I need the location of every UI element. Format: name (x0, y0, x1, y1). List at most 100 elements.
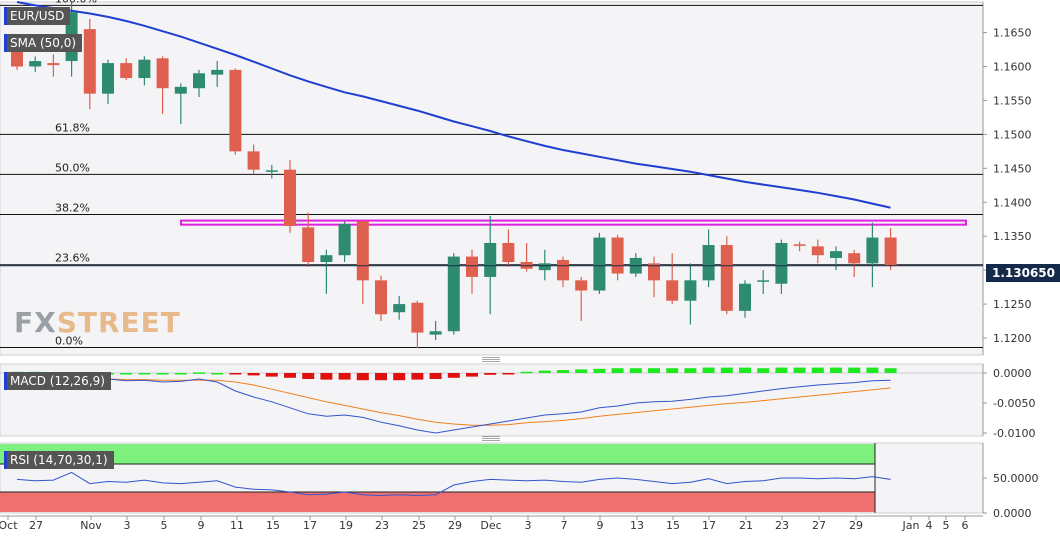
candle-body (320, 255, 333, 262)
macd-histogram-bar (284, 373, 296, 378)
price-ytick-label-6: 1.1500 (993, 128, 1032, 141)
macd-histogram-bar (629, 368, 642, 373)
rsi-label[interactable]: RSI (14,70,30,1) (4, 451, 114, 469)
candle-body (83, 29, 96, 94)
price-ytick-label-0: 1.1200 (993, 332, 1032, 345)
x-tick-label-21: 23 (775, 519, 789, 532)
macd-histogram-bar (320, 373, 333, 380)
price-ytick-label-3: 1.1350 (993, 230, 1032, 243)
x-tick-label-11: 25 (412, 519, 426, 532)
price-ytick-label-7: 1.1550 (993, 94, 1032, 107)
x-tick-label-7: 15 (266, 519, 280, 532)
candle-body (211, 69, 224, 75)
macd-histogram-bar (666, 368, 679, 373)
pair-label[interactable]: EUR/USD (4, 7, 71, 25)
candle-body (538, 263, 551, 271)
price-ytick-label-4: 1.1400 (993, 196, 1032, 209)
candle-body (375, 280, 387, 315)
macd-histogram-bar (848, 367, 861, 373)
x-tick-label-23: 29 (849, 519, 863, 532)
macd-histogram-bar (538, 370, 551, 373)
macd-label-marker (4, 372, 7, 390)
candle-body (739, 283, 751, 311)
macd-label-text: MACD (12,26,9) (10, 374, 105, 388)
candle-body (429, 331, 442, 335)
macd-histogram-bar (702, 367, 715, 373)
macd-histogram-bar (247, 373, 260, 376)
fib-label-5: 0.0% (55, 335, 83, 348)
pair-label-marker (4, 7, 7, 25)
candle-body (302, 227, 315, 262)
macd-histogram-bar (393, 373, 406, 381)
rsi-label-marker (4, 451, 7, 469)
candle-body (775, 242, 788, 284)
macd-histogram-bar (466, 373, 478, 377)
candle-body (338, 223, 351, 256)
macd-histogram-bar (557, 370, 569, 373)
macd-histogram-bar (611, 368, 624, 373)
macd-label[interactable]: MACD (12,26,9) (4, 372, 111, 390)
macd-histogram-bar (830, 367, 842, 373)
candle-body (502, 242, 515, 262)
macd-histogram-bar (520, 371, 533, 374)
sma-label[interactable]: SMA (50,0) (4, 34, 83, 52)
macd-histogram-bar (866, 367, 879, 373)
x-tick-label-26: 5 (943, 519, 950, 532)
candle-body (156, 58, 169, 89)
candle-body (411, 302, 424, 333)
rsi-overbought-zone (0, 444, 875, 464)
macd-histogram-bar (411, 373, 424, 380)
x-tick-label-19: 17 (702, 519, 716, 532)
macd-signal-line (16, 378, 891, 426)
macd-histogram-bar (775, 367, 788, 373)
macd-histogram-bar (684, 368, 697, 373)
macd-histogram-bar (739, 367, 751, 373)
fib-label-1: 61.8% (55, 121, 90, 134)
macd-histogram-bar (575, 369, 588, 373)
candle-body (466, 256, 478, 277)
rsi-ytick-label-1: 0.0000 (993, 507, 1032, 520)
x-tick-label-20: 21 (739, 519, 753, 532)
x-tick-label-24: Jan (902, 519, 920, 532)
candle-body (138, 59, 151, 79)
macd-histogram-bar (484, 373, 497, 375)
macd-ytick-label-0: 0.0000 (993, 367, 1032, 380)
candle-body (265, 170, 278, 172)
macd-histogram-bar (375, 373, 387, 381)
candle-body (757, 280, 770, 282)
price-ytick-label-8: 1.1600 (993, 60, 1032, 73)
macd-line (16, 377, 891, 434)
macd-histogram-bar (265, 373, 278, 377)
x-tick-label-25: 4 (926, 519, 933, 532)
macd-histogram-bar (502, 373, 515, 375)
candle-body (11, 49, 23, 67)
resistance-zone (180, 219, 967, 226)
candle-body (193, 73, 205, 89)
x-tick-label-6: 11 (230, 519, 244, 532)
candle-body (684, 280, 697, 301)
rsi-ytick-label-0: 50.0000 (993, 472, 1039, 485)
candle-body (720, 245, 733, 311)
x-tick-label-17: 13 (630, 519, 644, 532)
macd-histogram-bar (447, 373, 460, 378)
x-tick-label-15: 7 (561, 519, 568, 532)
x-tick-label-10: 23 (375, 519, 389, 532)
x-tick-label-3: 3 (124, 519, 131, 532)
candle-body (447, 256, 460, 332)
candle-body (484, 242, 497, 277)
macd-histogram-bar (138, 373, 151, 375)
candle-body (229, 69, 242, 152)
candle-body (702, 245, 715, 281)
x-tick-label-0: Oct (0, 519, 18, 532)
candle-body (611, 237, 624, 274)
candle-body (102, 63, 114, 94)
candle-body (666, 280, 679, 301)
rsi-oversold-zone (0, 492, 875, 512)
macd-histogram-bar (593, 368, 606, 373)
candle-body (884, 237, 897, 267)
price-ytick-label-5: 1.1450 (993, 162, 1032, 175)
macd-histogram-bar (720, 367, 733, 373)
sma-line (16, 1, 891, 209)
x-tick-label-27: 6 (962, 519, 969, 532)
